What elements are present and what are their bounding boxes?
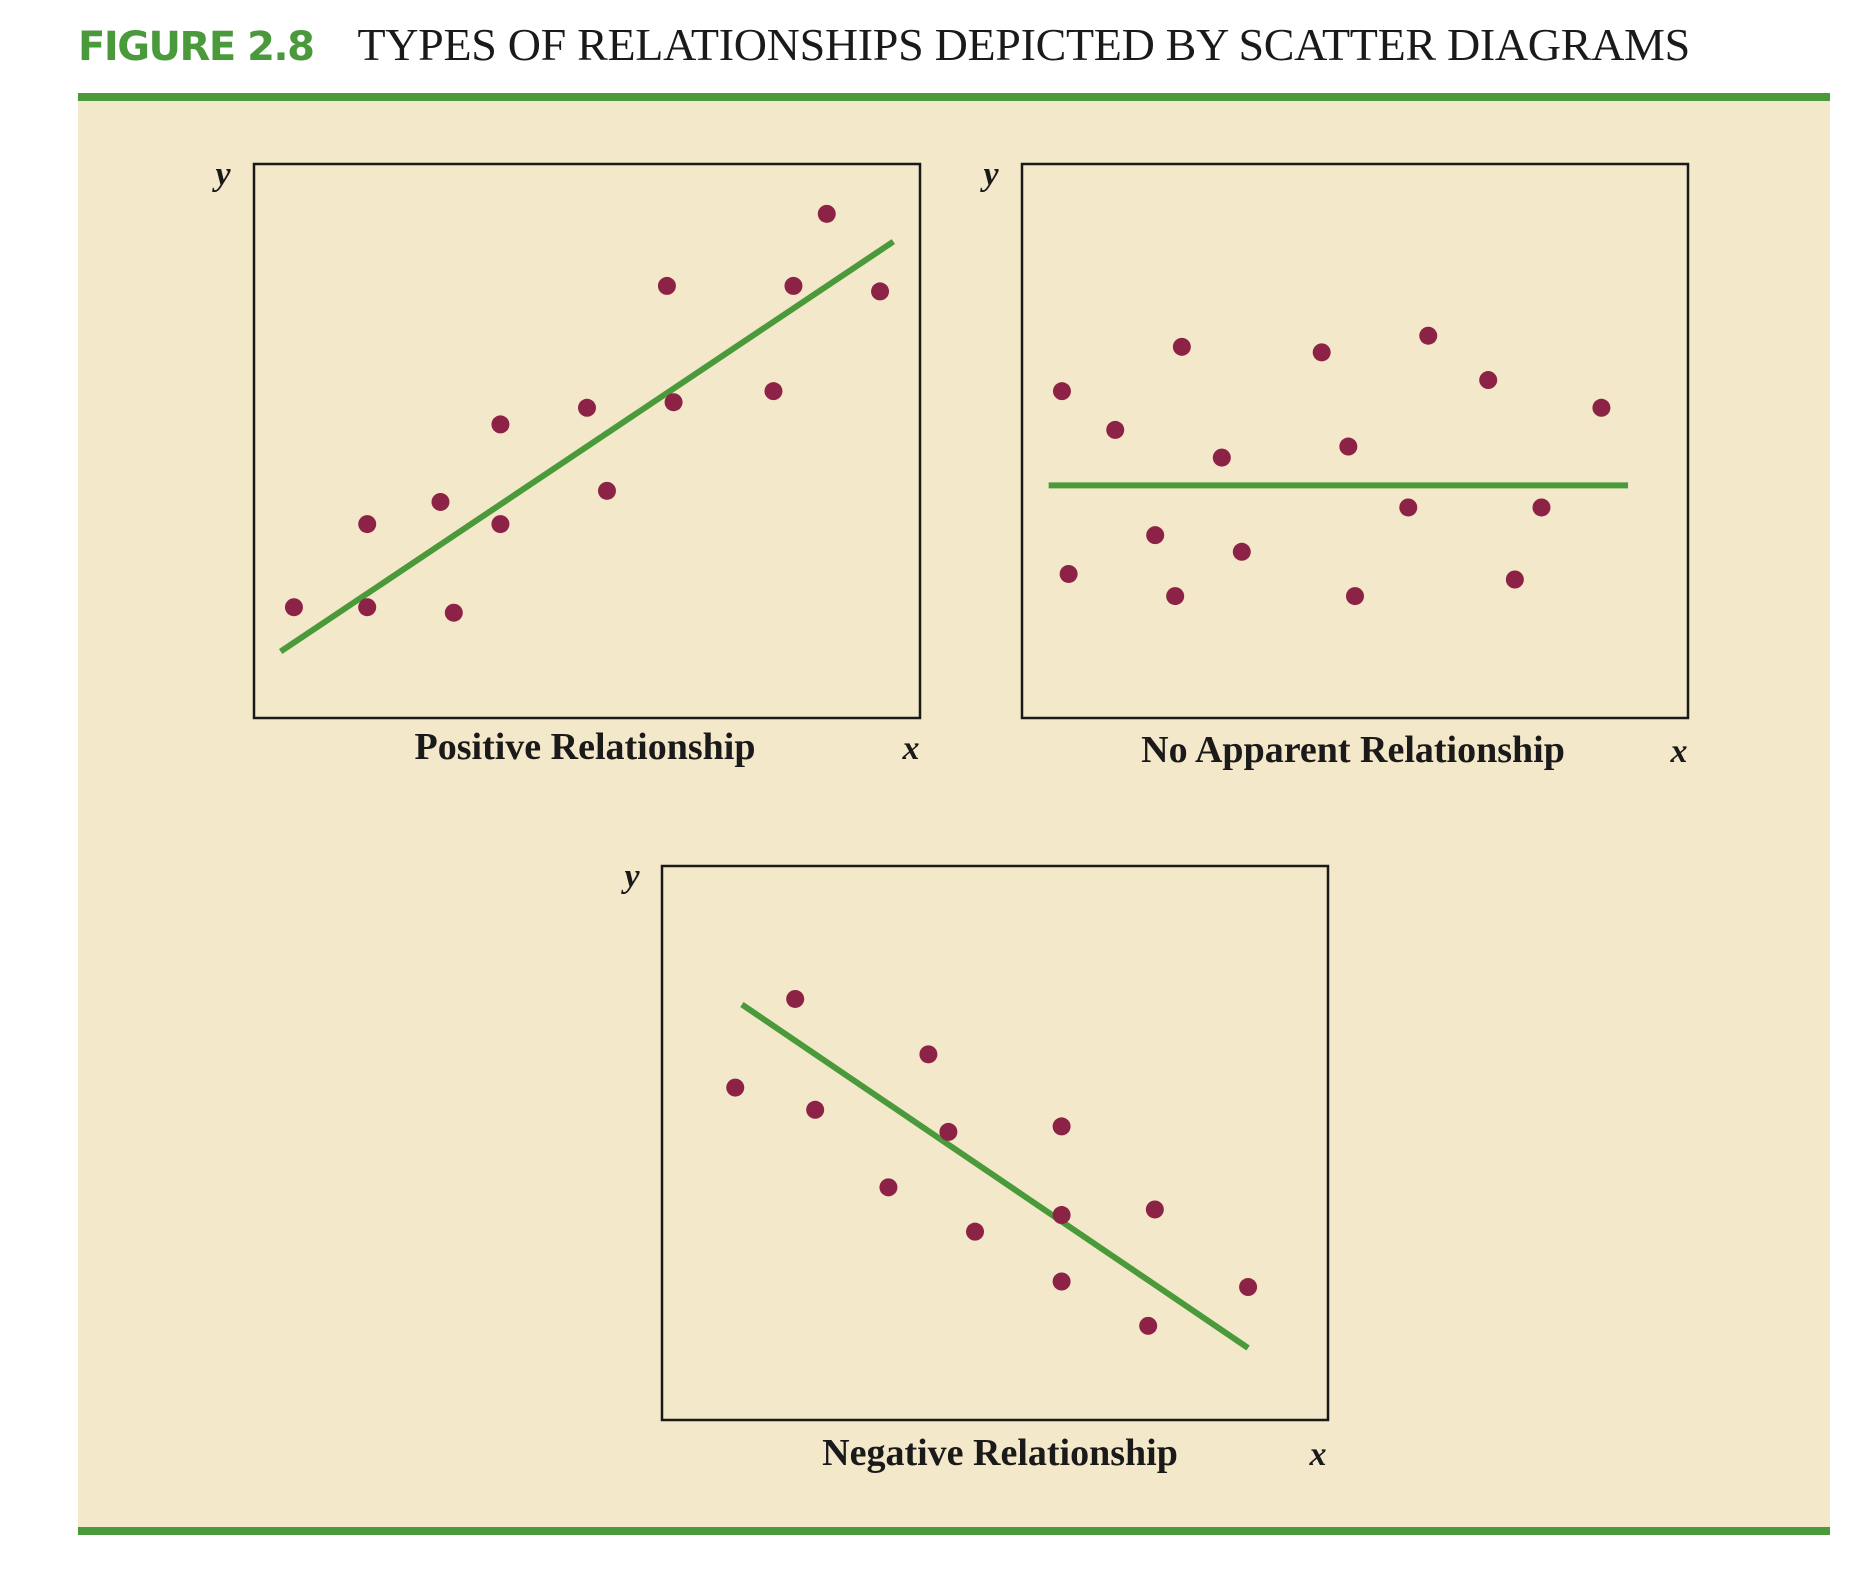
figure-panel	[78, 101, 1830, 1527]
data-point	[784, 276, 803, 295]
data-point	[966, 1222, 985, 1241]
data-point	[1052, 1117, 1071, 1136]
data-point	[578, 398, 596, 417]
data-point	[806, 1100, 825, 1119]
data-point	[1419, 326, 1438, 345]
data-point	[664, 393, 683, 412]
data-point	[1212, 448, 1231, 467]
figure-number: FIGURE 2.8	[78, 24, 315, 70]
data-point	[491, 515, 510, 534]
x-axis-label: x	[902, 730, 920, 767]
data-point	[358, 598, 377, 617]
data-point	[1052, 382, 1071, 401]
y-axis-label: y	[979, 156, 999, 193]
chart-caption: Negative Relationship	[822, 1432, 1178, 1474]
figure-title: TYPES OF RELATIONSHIPS DEPICTED BY SCATT…	[357, 19, 1690, 70]
y-axis-label: y	[211, 156, 231, 193]
y-axis-label: y	[620, 858, 640, 895]
data-point	[284, 598, 303, 617]
data-point	[1059, 564, 1078, 583]
data-point	[871, 282, 890, 301]
chart-caption: Positive Relationship	[415, 726, 756, 768]
data-point	[657, 276, 676, 295]
data-point	[1239, 1278, 1258, 1297]
data-point	[1592, 398, 1611, 417]
data-point	[1166, 587, 1185, 606]
data-point	[431, 492, 450, 511]
data-point	[1399, 498, 1418, 517]
data-point	[1052, 1206, 1071, 1225]
data-point	[939, 1122, 958, 1141]
data-point	[1312, 343, 1331, 362]
chart-caption: No Apparent Relationship	[1141, 729, 1565, 771]
data-point	[1479, 371, 1498, 390]
data-point	[879, 1178, 898, 1197]
data-point	[1346, 587, 1364, 606]
data-point	[764, 382, 783, 401]
x-axis-label: x	[1670, 733, 1688, 770]
data-point	[1146, 526, 1165, 545]
data-point	[491, 415, 510, 434]
data-point	[1172, 337, 1191, 356]
x-axis-label: x	[1309, 1436, 1327, 1473]
data-point	[726, 1078, 745, 1097]
data-point	[1145, 1200, 1164, 1219]
trend-line	[740, 1002, 1250, 1351]
trend-line	[278, 239, 896, 655]
data-point	[444, 603, 463, 622]
data-point	[1106, 420, 1125, 439]
data-point	[1532, 498, 1551, 517]
figure-heading: FIGURE 2.8 TYPES OF RELATIONSHIPS DEPICT…	[78, 18, 1690, 71]
data-point	[358, 515, 377, 534]
top-rule	[78, 93, 1830, 101]
data-point	[817, 204, 836, 223]
data-point	[1139, 1316, 1158, 1335]
data-point	[1232, 542, 1251, 561]
plot-frame	[252, 162, 922, 720]
data-point	[1052, 1272, 1071, 1291]
data-point	[1505, 570, 1524, 589]
data-point	[597, 481, 616, 500]
plot-frame	[660, 864, 1330, 1422]
data-point	[786, 989, 805, 1008]
plot-frame	[1020, 162, 1690, 720]
data-point	[1339, 437, 1358, 456]
bottom-rule	[78, 1527, 1830, 1535]
data-point	[919, 1045, 938, 1064]
